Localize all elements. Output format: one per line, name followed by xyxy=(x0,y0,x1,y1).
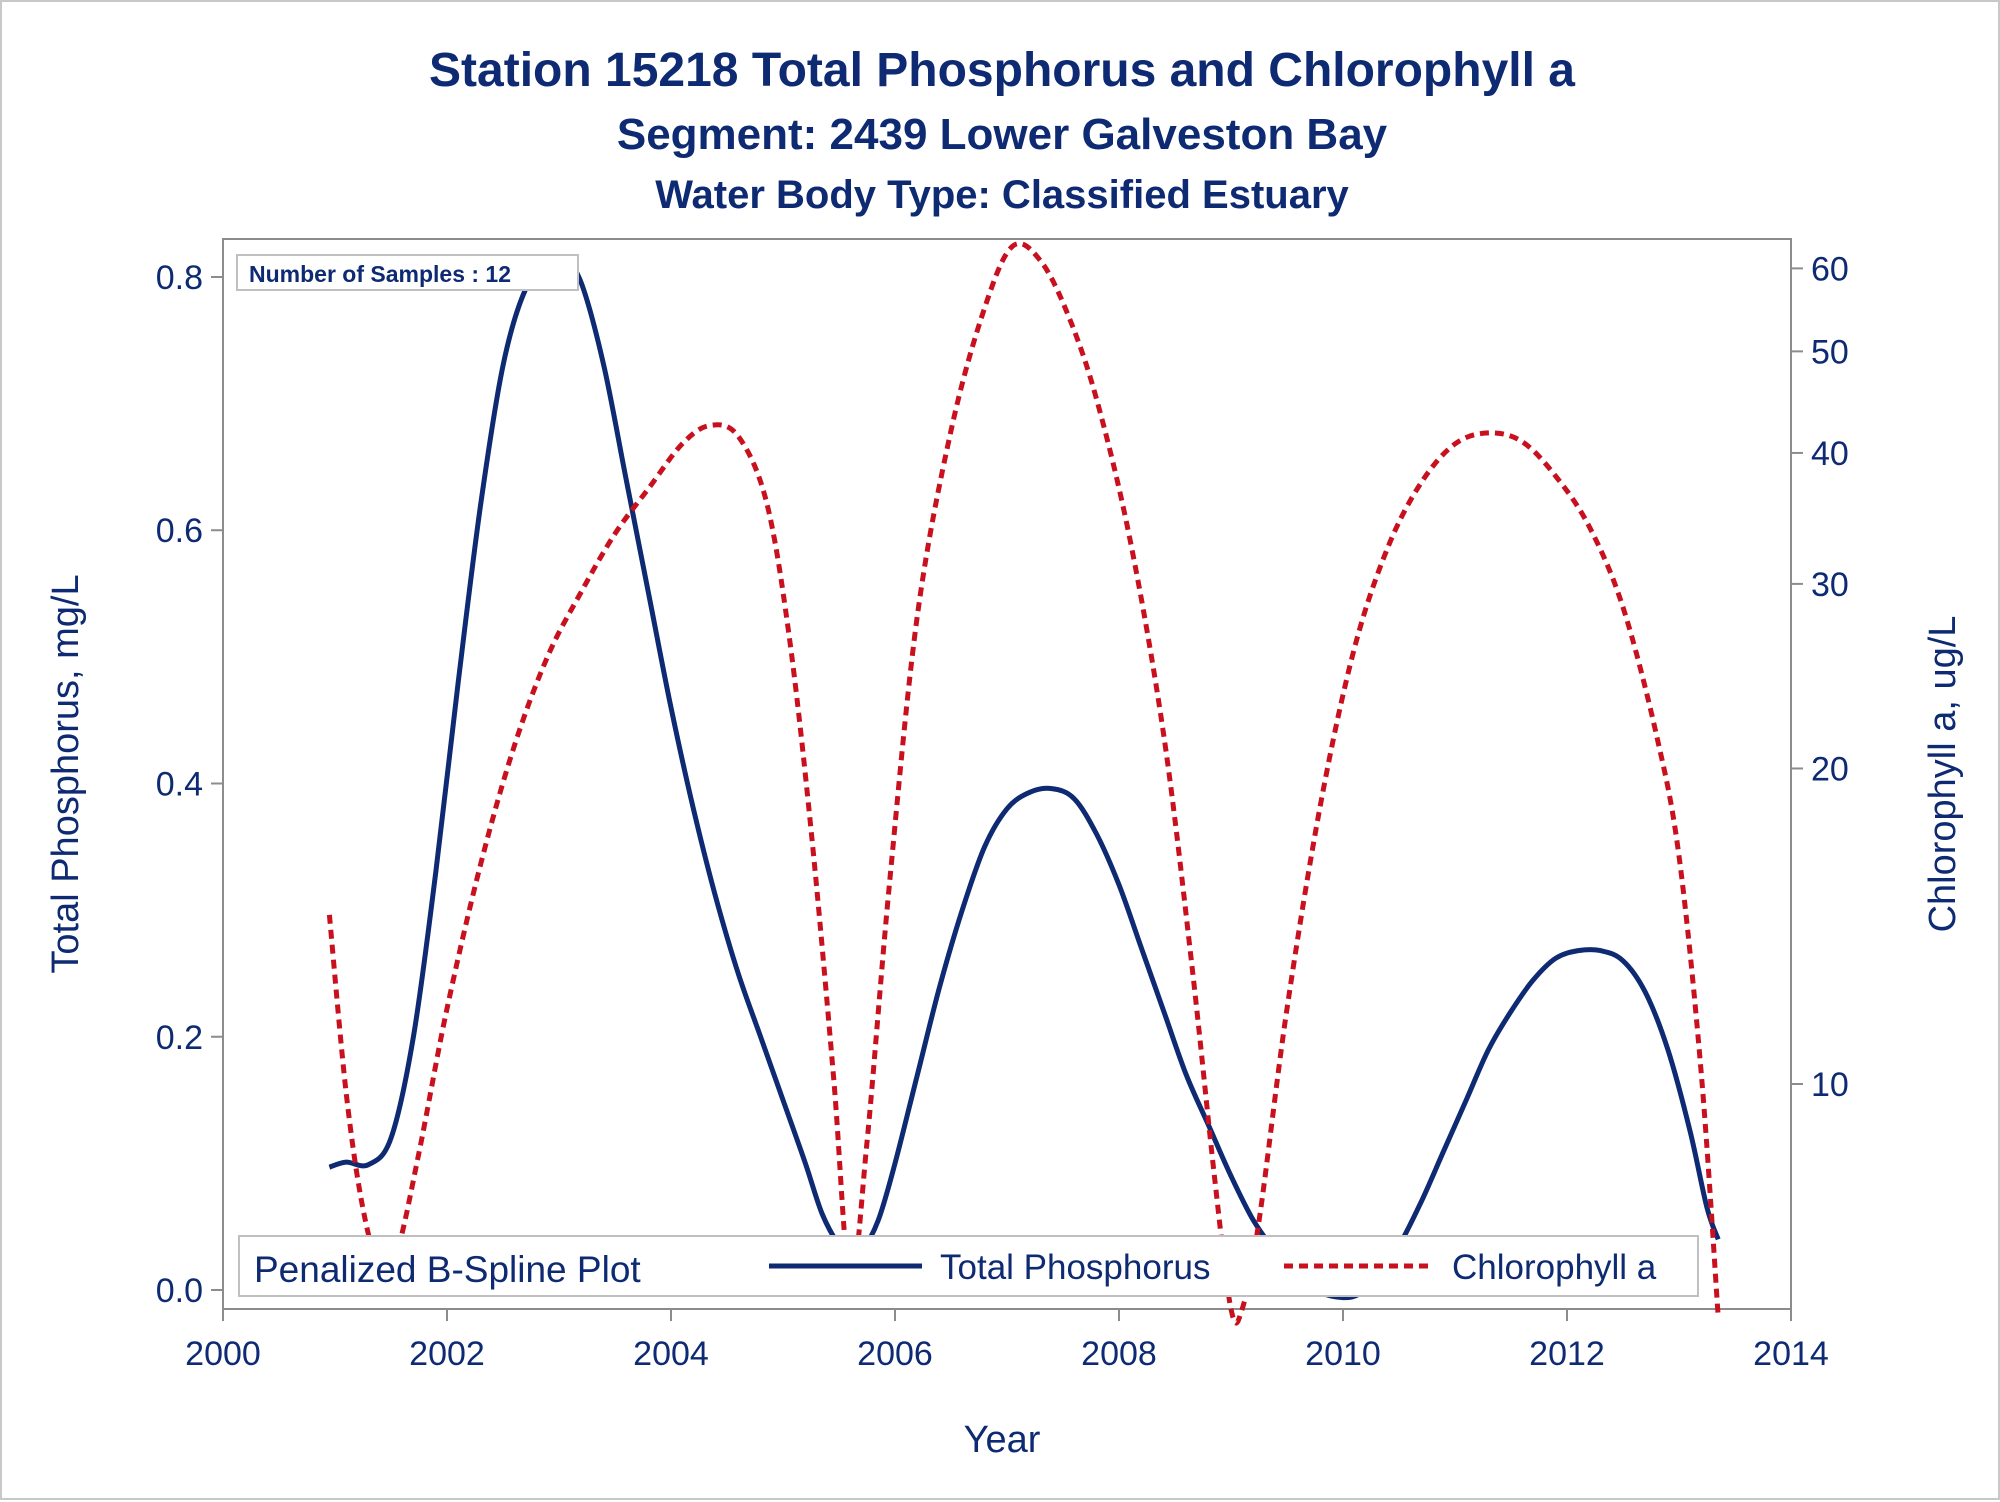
x-tick-label: 2006 xyxy=(857,1335,933,1373)
chart-subtitle-2: Water Body Type: Classified Estuary xyxy=(655,173,1349,217)
y-tick-label: 0.2 xyxy=(156,1019,203,1057)
x-axis-title: Year xyxy=(964,1419,1041,1461)
legend-box xyxy=(238,1235,1699,1297)
y2-tick-label: 20 xyxy=(1811,750,1849,788)
chart-title: Station 15218 Total Phosphorus and Chlor… xyxy=(429,44,1575,97)
sample-count-label: Number of Samples : 12 xyxy=(249,261,511,287)
y-axis-title: Total Phosphorus, mg/L xyxy=(45,574,87,973)
plot-area xyxy=(222,238,1792,1310)
sample-count-inset: Number of Samples : 12 xyxy=(236,254,579,291)
x-tick-label: 2008 xyxy=(1081,1335,1157,1373)
y-tick-label: 0.8 xyxy=(156,259,203,297)
sample-count-box xyxy=(236,254,579,291)
series-line-total-phosphorus xyxy=(328,256,1721,1301)
y2-tick-label: 60 xyxy=(1811,250,1849,288)
series-layer xyxy=(326,241,1721,1326)
axis-layer: 2000 2002 2004 2006 2008 2010 2012 20140.00.20.… xyxy=(156,250,1849,1373)
x-tick-label: 2014 xyxy=(1753,1335,1829,1373)
y-tick-label: 0.6 xyxy=(156,512,203,550)
y2-tick-label: 50 xyxy=(1811,333,1849,371)
legend-label-total-phosphorus: Total Phosphorus xyxy=(940,1248,1210,1287)
legend-title: Penalized B-Spline Plot xyxy=(254,1249,641,1290)
y-tick-label: 0.4 xyxy=(156,765,203,803)
y2-tick-label: 10 xyxy=(1811,1066,1849,1104)
x-tick-label: 2004 xyxy=(633,1335,709,1373)
legend: Penalized B-Spline Plot Total Phosphorus… xyxy=(238,1235,1699,1297)
chart-subtitle: Segment: 2439 Lower Galveston Bay xyxy=(617,110,1388,159)
x-tick-label: 2002 xyxy=(409,1335,485,1373)
y2-axis-title: Chlorophyll a, ug/L xyxy=(1922,616,1964,933)
x-tick-label: 2012 xyxy=(1529,1335,1605,1373)
series-line-chlorophyll-a xyxy=(326,241,1721,1326)
y2-tick-label: 30 xyxy=(1811,566,1849,604)
x-tick-label: 2000 xyxy=(185,1335,261,1373)
y-tick-label: 0.0 xyxy=(156,1272,203,1310)
x-tick-label: 2010 xyxy=(1305,1335,1381,1373)
y2-tick-label: 40 xyxy=(1811,435,1849,473)
legend-label-chlorophyll-a: Chlorophyll a xyxy=(1452,1248,1657,1287)
